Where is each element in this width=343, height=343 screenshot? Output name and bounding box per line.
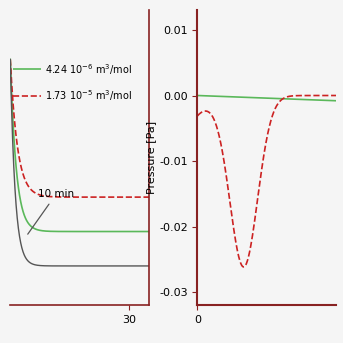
Text: 4.24 10$^{-6}$ m$^3$/mol: 4.24 10$^{-6}$ m$^3$/mol bbox=[45, 62, 132, 77]
Y-axis label: Pressure [Pa]: Pressure [Pa] bbox=[146, 121, 156, 194]
Text: 1.73 10$^{-5}$ m$^3$/mol: 1.73 10$^{-5}$ m$^3$/mol bbox=[45, 88, 132, 103]
Text: 10 min: 10 min bbox=[28, 189, 74, 234]
